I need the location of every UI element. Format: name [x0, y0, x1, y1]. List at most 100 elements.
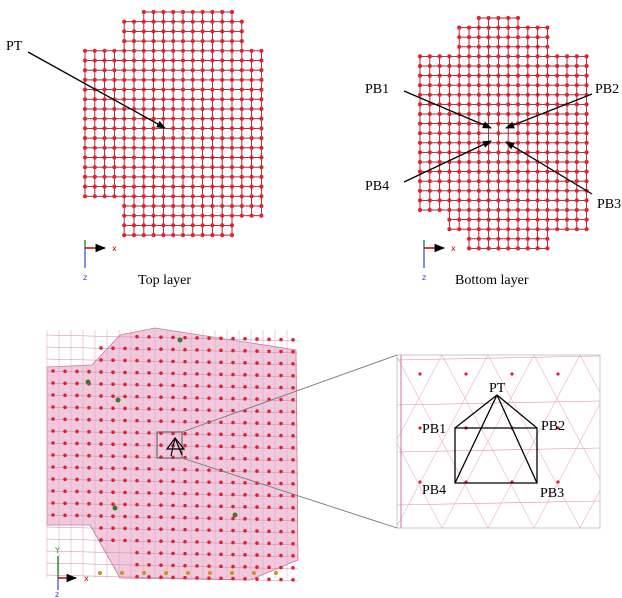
- node: [63, 381, 67, 386]
- node: [476, 236, 481, 241]
- node: [200, 116, 205, 121]
- node: [535, 73, 540, 78]
- node: [122, 174, 127, 179]
- node: [249, 87, 254, 92]
- node: [249, 106, 254, 112]
- node: [161, 106, 166, 112]
- node: [99, 502, 103, 506]
- node: [279, 517, 283, 522]
- node: [123, 394, 127, 399]
- node: [111, 394, 115, 399]
- node: [135, 430, 139, 435]
- node: [102, 97, 107, 102]
- node: [447, 111, 452, 117]
- node: [180, 126, 186, 131]
- node: [417, 83, 423, 88]
- node: [87, 489, 91, 494]
- node: [82, 87, 88, 92]
- node: [195, 336, 199, 340]
- node: [466, 83, 472, 88]
- node: [584, 83, 589, 88]
- node: [229, 213, 235, 218]
- node: [190, 223, 195, 228]
- node: [243, 373, 247, 377]
- node: [259, 68, 264, 73]
- node: [506, 198, 511, 203]
- node: [427, 207, 432, 213]
- node: [102, 194, 107, 199]
- node: [171, 551, 175, 556]
- node: [291, 518, 295, 522]
- node: [75, 405, 79, 410]
- node: [496, 188, 501, 193]
- node: [99, 442, 103, 446]
- node: [229, 116, 235, 121]
- node: [141, 184, 146, 189]
- node: [279, 409, 283, 414]
- node: [574, 54, 579, 59]
- node: [190, 9, 195, 15]
- node: [151, 184, 156, 189]
- top-layer-grid: [82, 9, 264, 238]
- node: [190, 97, 195, 102]
- node: [141, 155, 146, 160]
- node: [506, 15, 511, 21]
- node: [555, 217, 560, 222]
- node: [159, 479, 163, 483]
- node: [112, 194, 117, 199]
- node: [112, 126, 117, 131]
- node: [87, 513, 91, 518]
- node: [525, 102, 530, 107]
- node: [131, 58, 137, 63]
- node: [279, 469, 283, 474]
- node: [574, 131, 579, 136]
- node: [437, 150, 442, 155]
- node: [255, 577, 259, 581]
- node: [210, 145, 215, 150]
- node: [437, 131, 442, 136]
- node: [151, 9, 156, 15]
- node: [123, 490, 127, 495]
- node: [584, 159, 589, 165]
- node: [123, 406, 127, 411]
- node: [180, 174, 186, 179]
- node: [171, 97, 176, 102]
- arrow: [505, 141, 593, 195]
- node: [51, 429, 55, 433]
- node: [131, 155, 137, 160]
- node: [259, 77, 264, 82]
- node: [602, 372, 605, 375]
- node: [123, 478, 127, 483]
- node: [486, 169, 491, 174]
- node: [180, 87, 186, 92]
- node: [267, 529, 271, 534]
- node: [111, 346, 115, 351]
- node: [574, 169, 579, 174]
- node: [466, 188, 472, 193]
- pyramid-small: [165, 437, 186, 457]
- node: [171, 563, 175, 568]
- node: [171, 491, 175, 496]
- node: [102, 106, 107, 112]
- node: [190, 126, 195, 131]
- node: [545, 54, 550, 59]
- node: [418, 480, 422, 484]
- node: [141, 58, 146, 63]
- node: [555, 188, 560, 193]
- node: [180, 97, 186, 102]
- node: [171, 371, 175, 376]
- node: [486, 236, 491, 241]
- node: [545, 92, 550, 97]
- node: [229, 223, 235, 228]
- node: [231, 468, 235, 473]
- node: [159, 503, 163, 507]
- node: [496, 246, 501, 251]
- node: [535, 131, 540, 136]
- node: [195, 456, 199, 460]
- node: [135, 418, 139, 423]
- node: [231, 576, 235, 581]
- node: [207, 492, 211, 496]
- node: [99, 454, 103, 458]
- node: [112, 184, 117, 189]
- node: [141, 223, 146, 228]
